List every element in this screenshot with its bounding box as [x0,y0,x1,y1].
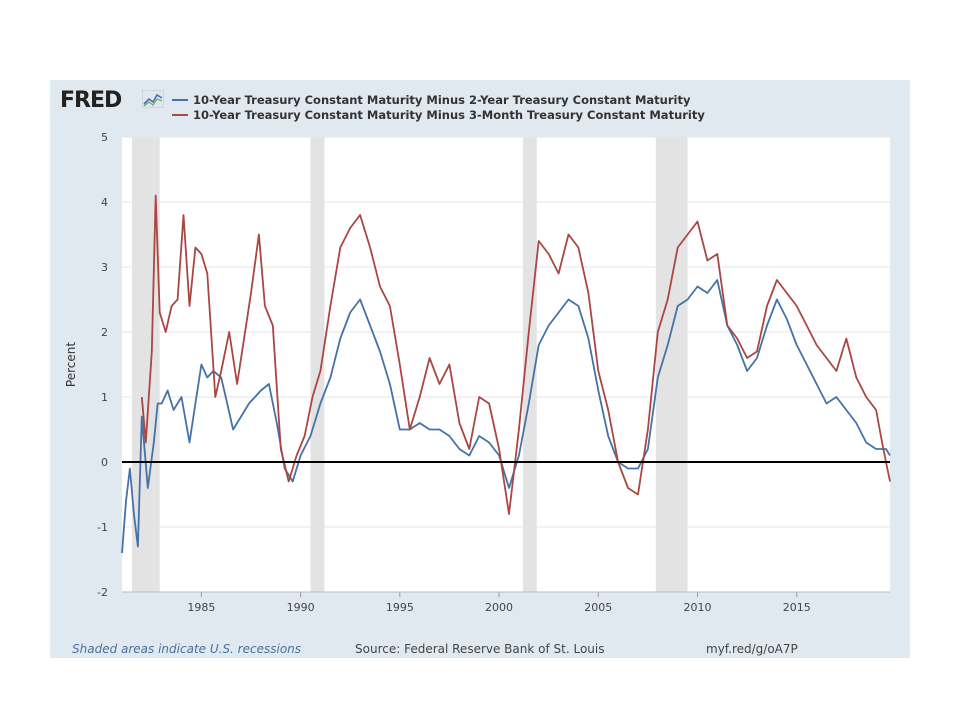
x-tick-label: 1995 [386,601,414,614]
y-tick-label: 1 [101,391,108,404]
recession-band [655,137,688,592]
y-tick-label: -1 [97,521,108,534]
x-tick-label: 2000 [485,601,513,614]
x-tick-label: 2010 [684,601,712,614]
legend-item-series1: 10-Year Treasury Constant Maturity Minus… [172,92,705,107]
x-tick-label: 2005 [584,601,612,614]
x-tick-label: 1985 [187,601,215,614]
trend-graph-icon [142,90,164,108]
x-tick-label: 1990 [287,601,315,614]
x-tick-label: 2015 [783,601,811,614]
recession-band [310,137,325,592]
plot-area [122,137,890,592]
legend-label-series1: 10-Year Treasury Constant Maturity Minus… [193,92,691,107]
y-tick-label: 0 [101,456,108,469]
chart-legend: 10-Year Treasury Constant Maturity Minus… [172,92,705,122]
legend-item-series2: 10-Year Treasury Constant Maturity Minus… [172,107,705,122]
recession-note: Shaded areas indicate U.S. recessions [72,642,302,656]
legend-swatch-series2 [172,113,188,116]
y-tick-label: 5 [101,131,108,144]
y-tick-label: -2 [97,586,108,599]
source-text: Source: Federal Reserve Bank of St. Loui… [355,642,605,656]
y-tick-label: 4 [101,196,108,209]
y-tick-label: 3 [101,261,108,274]
legend-label-series2: 10-Year Treasury Constant Maturity Minus… [193,107,705,122]
short-link[interactable]: myf.red/g/oA7P [706,642,798,656]
y-axis-title: Percent [64,342,78,387]
series-line-1 [121,279,891,554]
fred-logo: FRED [60,88,122,113]
legend-swatch-series1 [172,98,188,101]
series-line-2 [140,194,891,515]
y-tick-label: 2 [101,326,108,339]
recession-band [522,137,537,592]
